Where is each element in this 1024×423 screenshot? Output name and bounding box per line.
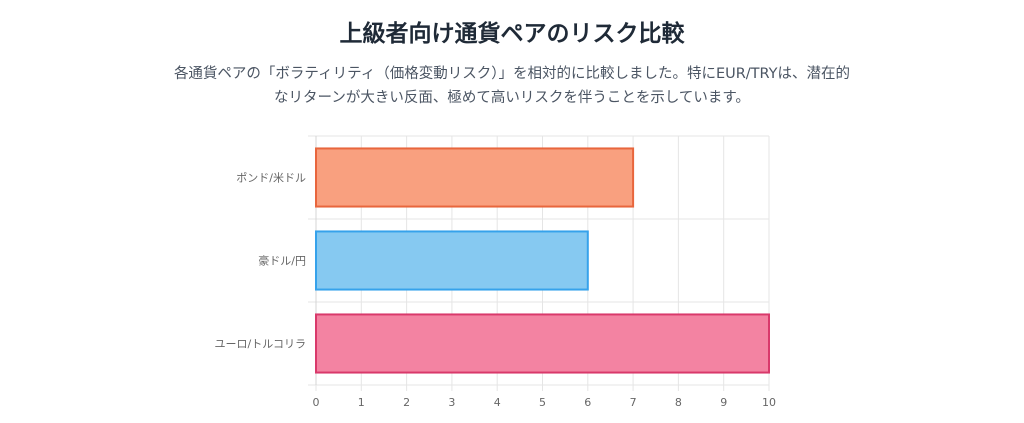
page-title: 上級者向け通貨ペアのリスク比較 <box>339 21 685 47</box>
x-tick-label: 5 <box>539 396 546 409</box>
x-tick-label: 8 <box>675 396 682 409</box>
bar <box>315 313 770 374</box>
x-tick-label: 2 <box>403 396 410 409</box>
bar <box>315 230 589 291</box>
x-tick-label: 6 <box>584 396 591 409</box>
bar <box>315 147 635 208</box>
x-tick-label: 7 <box>630 396 637 409</box>
x-tick-label: 0 <box>313 396 320 409</box>
x-tick-label: 9 <box>720 396 727 409</box>
page-description: 各通貨ペアの「ボラティリティ（価格変動リスク）」を相対的に比較しました。特にEU… <box>173 66 851 106</box>
x-tick-label: 1 <box>358 396 365 409</box>
y-category-label: ポンド/米ドル <box>236 172 306 185</box>
x-tick-label: 3 <box>448 396 455 409</box>
x-tick-label: 10 <box>762 396 776 409</box>
x-tick-label: 4 <box>494 396 501 409</box>
y-category-label: 豪ドル/円 <box>258 254 306 268</box>
y-category-label: ユーロ/トルコリラ <box>215 338 307 351</box>
